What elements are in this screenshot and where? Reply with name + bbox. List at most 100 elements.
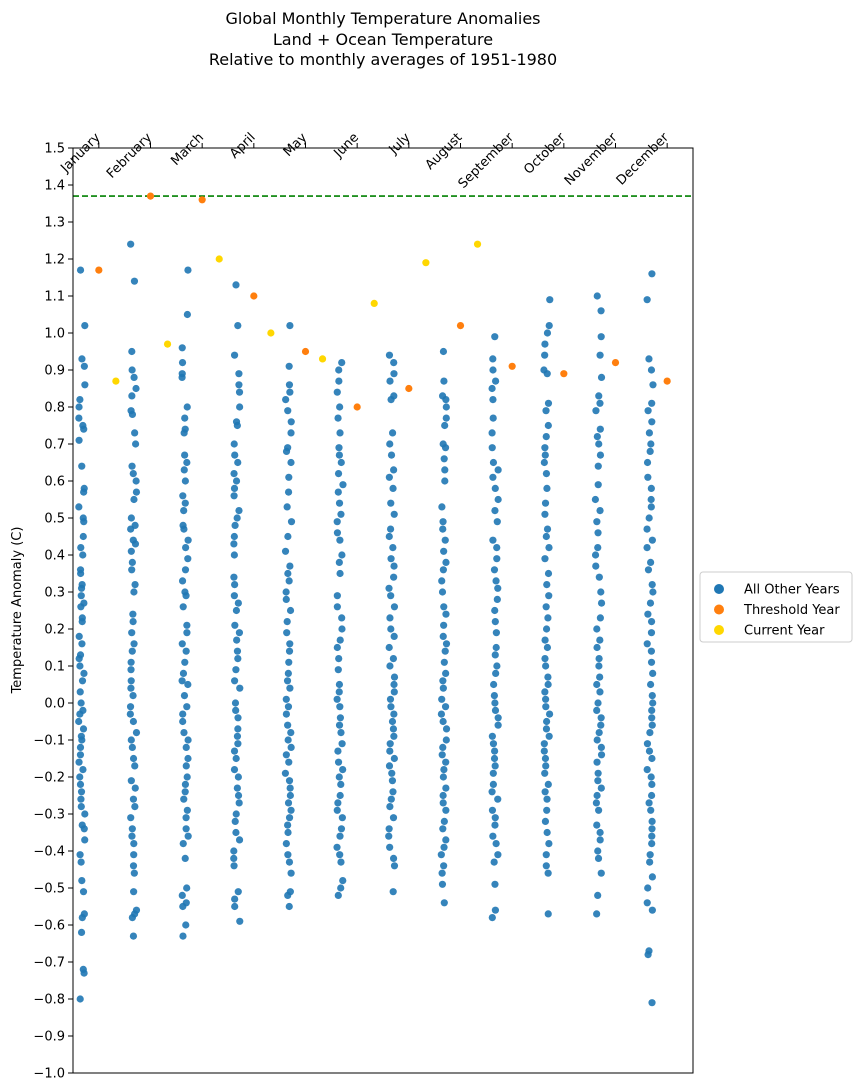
point-all-other-years [441,477,449,485]
point-all-other-years [282,396,290,404]
point-all-other-years [230,492,238,500]
point-all-other-years [596,836,604,844]
point-all-other-years [339,766,347,774]
y-tick-label: −0.1 [33,734,65,749]
point-all-other-years [132,729,141,737]
point-all-other-years [542,433,550,441]
point-all-other-years [181,854,189,863]
point-all-other-years [596,614,604,622]
point-all-other-years [283,503,291,511]
point-all-other-years [127,514,135,522]
y-tick-label: 0.5 [44,512,65,527]
point-all-other-years [390,710,398,718]
point-all-other-years [439,825,447,833]
point-threshold-year [301,347,310,356]
point-all-other-years [390,680,398,689]
point-all-other-years [333,592,341,600]
point-all-other-years [648,817,656,826]
point-all-other-years [544,673,552,681]
point-all-other-years [438,880,447,888]
point-all-other-years [230,532,238,541]
point-all-other-years [336,403,344,411]
point-all-other-years [284,669,292,678]
point-all-other-years [183,629,191,637]
point-all-other-years [335,688,343,696]
y-tick-label: 0.3 [44,586,65,601]
point-all-other-years [178,373,186,381]
point-all-other-years [387,555,395,563]
point-all-other-years [75,717,83,726]
point-all-other-years [282,695,290,703]
point-all-other-years [183,806,191,814]
point-all-other-years [493,662,501,670]
point-all-other-years [236,403,244,411]
point-all-other-years [335,451,343,459]
point-all-other-years [386,747,394,755]
point-all-other-years [282,588,290,596]
point-all-other-years [333,518,341,526]
point-all-other-years [494,495,502,504]
point-all-other-years [285,658,293,666]
point-all-other-years [543,370,551,378]
point-all-other-years [183,310,191,319]
point-all-other-years [286,684,294,692]
title-line-2: Land + Ocean Temperature [273,30,493,49]
point-all-other-years [545,592,553,600]
point-all-other-years [76,995,84,1003]
point-all-other-years [442,640,451,648]
point-all-other-years [77,928,86,937]
point-all-other-years [542,862,550,870]
y-axis: −1.0 −0.9 −0.8 −0.7 −0.6 −0.5 −0.4 −0.3 −0.2 −0.1… [33,142,73,1082]
point-all-other-years [545,732,553,740]
point-all-other-years [336,429,344,437]
point-all-other-years [130,495,138,504]
point-threshold-year [95,266,103,274]
point-all-other-years [438,869,446,877]
point-all-other-years [593,518,601,526]
point-all-other-years [491,699,499,707]
point-all-other-years [597,333,605,341]
point-all-other-years [78,736,86,744]
point-all-other-years [131,762,139,770]
point-all-other-years [336,636,344,644]
point-all-other-years [285,381,294,389]
point-all-other-years [127,677,135,685]
legend-label: All Other Years [744,583,840,598]
point-all-other-years [77,592,85,600]
point-all-other-years [284,703,293,711]
point-all-other-years [179,492,187,500]
point-all-other-years [491,377,500,385]
point-all-other-years [544,780,552,789]
point-all-other-years [442,758,450,766]
point-all-other-years [334,891,342,900]
point-all-other-years [648,270,656,278]
point-all-other-years [488,732,496,740]
point-all-other-years [648,906,656,914]
point-all-other-years [230,351,239,359]
point-all-other-years [385,584,393,592]
point-all-other-years [387,396,395,404]
point-all-other-years [489,355,497,363]
point-all-other-years [130,588,138,596]
point-all-other-years [492,669,500,678]
point-all-other-years [180,507,188,515]
point-all-other-years [81,810,89,818]
point-all-other-years [336,714,344,722]
y-tick-label: 0.7 [44,438,65,453]
point-all-other-years [77,584,86,592]
point-all-other-years [385,825,393,833]
point-all-other-years [130,851,138,859]
point-all-other-years [284,488,293,496]
point-all-other-years [178,640,186,648]
point-all-other-years [647,629,656,637]
point-all-other-years [128,647,136,655]
point-all-other-years [281,547,290,555]
point-all-other-years [597,307,605,315]
point-all-other-years [387,625,395,633]
point-all-other-years [439,743,447,752]
point-all-other-years [128,825,136,833]
point-all-other-years [283,618,291,626]
point-all-other-years [334,488,342,496]
point-all-other-years [336,703,344,711]
point-all-other-years [182,825,190,833]
